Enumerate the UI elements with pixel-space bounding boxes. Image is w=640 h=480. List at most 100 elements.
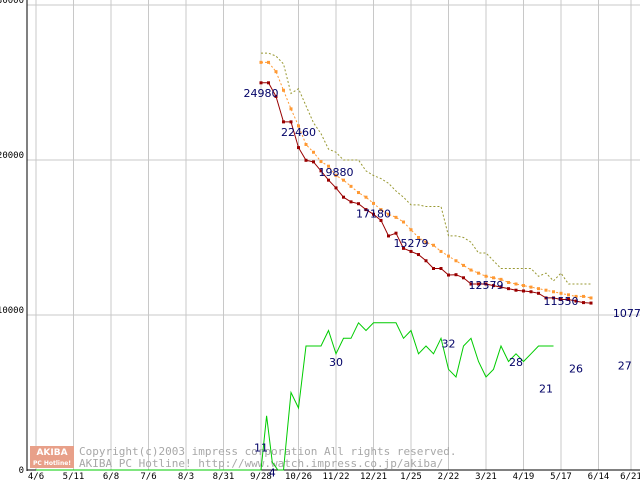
price-min-point <box>499 285 503 289</box>
price-avg-point <box>274 70 278 74</box>
price-avg-point <box>454 259 458 263</box>
price-min-point <box>364 208 368 212</box>
price-avg-point <box>567 293 570 297</box>
y-tick-label: 30000 <box>0 0 24 6</box>
price-avg-point <box>349 184 353 188</box>
x-tick-label: 4/6 <box>28 472 44 480</box>
price-min-point <box>552 296 555 300</box>
price-min-point <box>334 186 338 190</box>
price-avg-point <box>439 249 443 253</box>
price-avg-point <box>267 60 270 64</box>
y-tick-label: 0 <box>19 466 24 476</box>
akiba-logo-top: AKIBA <box>36 448 67 458</box>
data-label: 27 <box>618 359 632 372</box>
price-min-point <box>462 276 465 280</box>
price-min-point <box>522 289 525 293</box>
x-tick-labels: 4/6 5/11 6/8 7/6 8/3 8/31 9/28 10/26 11/22 12/21 1… <box>28 472 640 480</box>
akiba-logo-bottom: PC Hotline! <box>33 460 71 467</box>
x-tick-label: 6/8 <box>103 472 119 480</box>
price-min-point <box>289 120 293 124</box>
x-tick-label: 4/19 <box>513 472 535 480</box>
price-min-point <box>297 146 300 150</box>
price-avg-point <box>484 274 488 278</box>
price-avg-point <box>364 195 368 199</box>
price-min-point <box>567 298 570 301</box>
price-min-point <box>402 246 405 250</box>
price-avg-point <box>402 220 405 224</box>
price-avg-point <box>574 294 578 298</box>
grid <box>27 0 640 470</box>
price-avg-point <box>552 290 555 294</box>
price-min-point <box>312 160 315 164</box>
price-min-point <box>469 282 473 286</box>
series-price-min <box>261 82 592 304</box>
price-avg-point <box>507 280 510 284</box>
watermark: AKIBA PC Hotline! Copyright(c)2003 impre… <box>30 445 457 470</box>
price-avg-point <box>387 212 390 216</box>
price-avg-point <box>447 254 450 258</box>
y-tick-label: 20000 <box>0 151 24 161</box>
price-avg-point <box>544 288 548 292</box>
price-min-point <box>417 253 420 257</box>
price-min-point <box>319 169 323 173</box>
price-avg-point <box>334 174 338 177</box>
price-min-point <box>304 158 308 162</box>
price-min-point <box>447 273 450 277</box>
y-tick-label: 10000 <box>0 306 24 316</box>
price-min-point <box>274 94 278 98</box>
price-avg-point <box>409 228 413 232</box>
x-tick-label: 9/28 <box>250 472 272 480</box>
price-min-point <box>544 296 548 300</box>
price-min-point <box>387 234 390 238</box>
x-tick-label: 10/26 <box>285 472 312 480</box>
data-label: 30 <box>329 356 343 369</box>
akiba-logo <box>30 446 74 468</box>
price-avg-point <box>499 277 503 281</box>
price-avg-point <box>327 164 330 168</box>
x-tick-label: 2/22 <box>438 472 460 480</box>
axes <box>26 0 640 471</box>
copyright-text: Copyright(c)2003 impress corporation All… <box>79 445 457 458</box>
data-label: 12579 <box>469 279 504 292</box>
price-avg-point <box>357 191 360 195</box>
price-min-point <box>432 267 435 270</box>
data-labels: 24980 22460 19880 17180 15279 12579 11550 10770… <box>244 87 640 479</box>
price-avg-point <box>312 150 315 154</box>
data-label: 19880 <box>319 166 354 179</box>
price-min-point <box>589 301 593 305</box>
series-price-avg <box>261 61 592 299</box>
price-avg-point <box>417 236 420 239</box>
price-min-point <box>484 282 488 286</box>
price-avg-point <box>259 60 263 64</box>
price-min-point <box>372 212 375 216</box>
x-tick-label: 8/31 <box>213 472 235 480</box>
x-tick-label: 7/6 <box>140 472 156 480</box>
x-tick-label: 5/11 <box>63 472 85 480</box>
price-min-point <box>537 291 540 295</box>
price-min-point <box>439 267 443 270</box>
x-tick-label: 12/21 <box>360 472 387 480</box>
data-label: 10770 <box>613 307 640 320</box>
price-min-point <box>379 218 383 222</box>
price-avg-point <box>589 296 593 300</box>
price-min-point <box>559 298 563 301</box>
price-min-point <box>394 231 398 235</box>
x-tick-label: 6/14 <box>588 472 610 480</box>
data-label: 4 <box>269 466 276 479</box>
series-price-max <box>261 52 591 285</box>
price-avg-point <box>424 240 428 244</box>
price-min-point <box>529 290 533 294</box>
price-avg-point <box>342 178 345 182</box>
x-tick-label: 3/21 <box>475 472 497 480</box>
price-min-point <box>282 120 285 124</box>
y-tick-labels: 0 10000 20000 30000 <box>0 0 24 476</box>
data-label: 11 <box>254 441 268 454</box>
price-avg-point <box>514 282 518 286</box>
price-min-point <box>454 273 458 277</box>
price-avg-point <box>304 143 308 146</box>
price-avg-point <box>297 124 300 128</box>
price-min-point <box>477 282 480 286</box>
price-min-point <box>409 249 413 253</box>
price-avg-point <box>379 208 383 212</box>
price-avg-point <box>477 271 480 275</box>
